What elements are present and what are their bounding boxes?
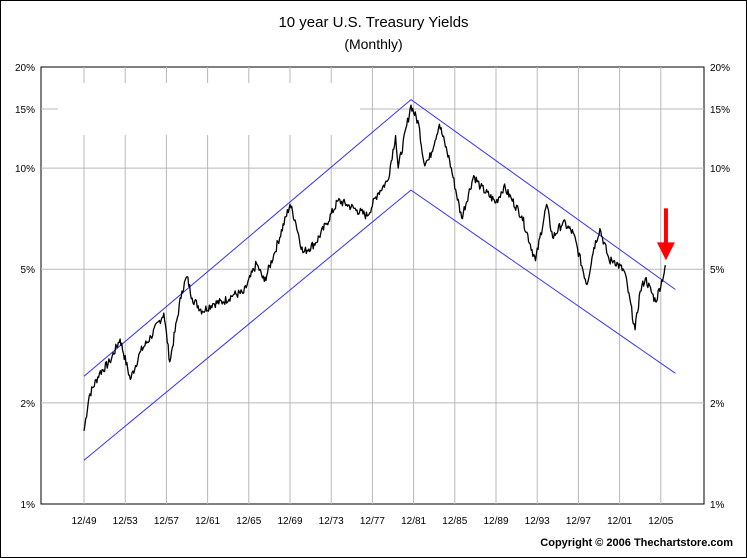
trend-channel-lines <box>83 98 676 461</box>
blank-label-area <box>58 83 360 135</box>
channel-line-lower <box>83 189 676 461</box>
yield-line <box>83 104 667 432</box>
x-tick-label: 12/85 <box>442 516 467 527</box>
x-axis-labels: 12/49 12/53 12/57 12/61 12/65 12/69 12/73 12/77… <box>71 516 673 527</box>
x-tick-label: 12/81 <box>401 516 426 527</box>
y-tick-label-left: 10% <box>15 164 35 175</box>
y-tick-label-right: 5% <box>710 265 725 276</box>
y-tick-label-left: 20% <box>15 63 35 74</box>
y-tick-label-right: 15% <box>710 105 730 116</box>
y-tick-label-right: 2% <box>710 399 725 410</box>
yield-series <box>83 104 667 432</box>
y-tick-label-left: 2% <box>21 399 36 410</box>
x-tick-label: 12/69 <box>277 516 302 527</box>
arrow-head <box>656 242 675 261</box>
left-y-axis-labels: 1% 2% 5% 10% 15% 20% <box>15 63 35 511</box>
x-tick-label: 12/97 <box>566 516 591 527</box>
x-tick-label: 12/73 <box>319 516 344 527</box>
chart-title: 10 year U.S. Treasury Yields <box>278 14 469 31</box>
y-tick-label-left: 1% <box>21 500 36 511</box>
red-arrow-annotation <box>656 208 675 261</box>
chart-subtitle: (Monthly) <box>344 36 403 52</box>
x-tick-label: 12/01 <box>607 516 632 527</box>
x-tick-label: 12/49 <box>71 516 96 527</box>
x-tick-label: 12/89 <box>483 516 508 527</box>
x-tick-label: 12/53 <box>113 516 138 527</box>
x-tick-label: 12/93 <box>525 516 550 527</box>
y-tick-label-left: 5% <box>21 265 36 276</box>
vertical-gridlines <box>83 67 662 504</box>
y-tick-label-left: 15% <box>15 105 35 116</box>
x-tick-label: 12/77 <box>360 516 385 527</box>
right-y-axis-labels: 1% 2% 5% 10% 15% 20% <box>710 63 730 511</box>
channel-line-upper <box>83 98 676 377</box>
y-tick-label-right: 10% <box>710 164 730 175</box>
copyright-text: Copyright © 2006 Thechartstore.com <box>540 537 733 549</box>
x-tick-label: 12/05 <box>648 516 673 527</box>
y-tick-label-right: 1% <box>710 500 725 511</box>
x-tick-label: 12/65 <box>236 516 261 527</box>
x-tick-label: 12/61 <box>195 516 220 527</box>
y-tick-label-right: 20% <box>710 63 730 74</box>
x-tick-label: 12/57 <box>154 516 179 527</box>
